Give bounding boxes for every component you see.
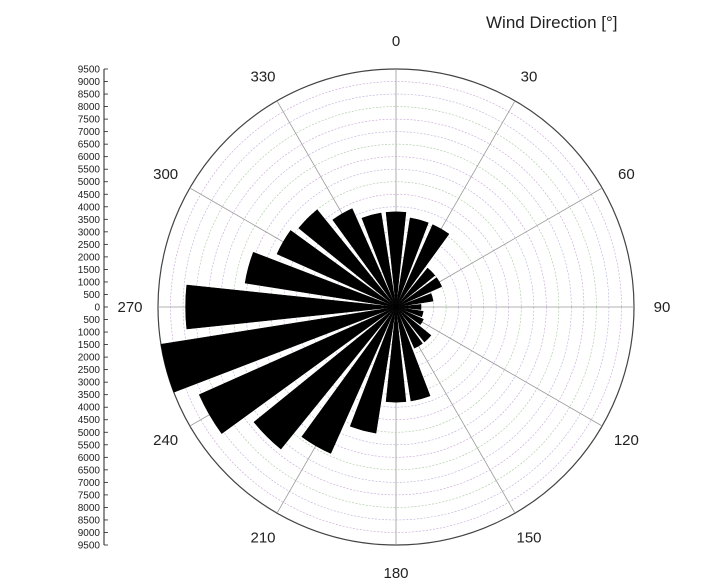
- sector-bar: [395, 224, 450, 308]
- radial-tick-label: 7000: [78, 127, 101, 138]
- sector-bar: [395, 304, 422, 310]
- sector-bars: [160, 208, 450, 454]
- radial-tick-label: 9500: [78, 65, 101, 76]
- angle-tick-label: 60: [618, 166, 635, 183]
- sector-bar: [395, 267, 436, 308]
- sector-bar: [385, 306, 407, 403]
- radial-tick-label: 3000: [78, 227, 101, 238]
- sector-bar: [198, 306, 397, 434]
- angle-tick-label: 180: [383, 565, 408, 582]
- radial-tick-label: 2500: [78, 365, 101, 376]
- radial-tick-label: 9000: [78, 77, 101, 88]
- sector-bar: [185, 284, 397, 330]
- radial-tick-label: 3500: [78, 215, 101, 226]
- radial-tick-label: 9500: [78, 541, 101, 552]
- angle-tick-label: 210: [250, 529, 275, 546]
- radial-tick-label: 500: [83, 290, 100, 301]
- radial-tick-label: 500: [83, 315, 100, 326]
- angle-tick-label: 270: [117, 299, 142, 316]
- radial-tick-label: 3000: [78, 378, 101, 389]
- sector-bar: [395, 306, 431, 402]
- sector-bar: [349, 306, 397, 434]
- radial-tick-label: 4500: [78, 190, 101, 201]
- radial-tick-label: 8000: [78, 503, 101, 514]
- radial-tick-label: 9000: [78, 528, 101, 539]
- angle-tick-label: 30: [521, 69, 538, 86]
- angle-tick-label: 120: [614, 432, 639, 449]
- radial-tick-label: 5000: [78, 428, 101, 439]
- radial-tick-label: 0: [94, 303, 100, 314]
- radial-tick-label: 5000: [78, 177, 101, 188]
- sector-bar: [298, 209, 397, 308]
- sector-bar: [301, 306, 397, 454]
- sector-bar: [395, 306, 424, 318]
- radial-tick-label: 1500: [78, 340, 101, 351]
- angle-tick-label: 90: [654, 299, 671, 316]
- sector-bar: [332, 208, 397, 308]
- sector-bar: [395, 277, 443, 308]
- angle-tick-label: 330: [250, 69, 275, 86]
- radial-tick-label: 8000: [78, 102, 101, 113]
- radial-tick-label: 2500: [78, 240, 101, 251]
- angle-tick-label: 240: [153, 432, 178, 449]
- radial-tick-label: 5500: [78, 440, 101, 451]
- sector-bar: [395, 306, 423, 349]
- radial-tick-label: 4500: [78, 415, 101, 426]
- radial-tick-label: 7000: [78, 478, 101, 489]
- radial-tick-label: 3500: [78, 390, 101, 401]
- angle-tick-label: 150: [516, 529, 541, 546]
- radial-tick-label: 2000: [78, 252, 101, 263]
- radial-tick-label: 7500: [78, 115, 101, 126]
- radial-tick-label: 6000: [78, 453, 101, 464]
- radial-tick-label: 8500: [78, 515, 101, 526]
- radial-tick-label: 1000: [78, 277, 101, 288]
- angular-tick-labels: 0 30 60 90 120 150 180 210 240 270 300 330: [117, 33, 670, 582]
- spoke-line: [395, 306, 603, 427]
- radial-tick-label: 6500: [78, 140, 101, 151]
- angle-tick-label: 300: [153, 166, 178, 183]
- sector-bar: [385, 211, 407, 308]
- sector-bar: [244, 251, 397, 308]
- radial-tick-label: 6500: [78, 465, 101, 476]
- chart-title: Wind Direction [°]: [486, 13, 618, 32]
- radial-tick-label: 1500: [78, 265, 101, 276]
- angle-tick-label: 0: [392, 33, 400, 50]
- sector-bar: [253, 306, 397, 450]
- sector-bar: [361, 212, 397, 308]
- radial-tick-label: 1000: [78, 328, 101, 339]
- radial-axis: 9500900085008000750070006500600055005000…: [78, 65, 108, 552]
- radial-tick-label: 6000: [78, 152, 101, 163]
- sector-bar: [160, 306, 397, 393]
- radial-tick-label: 5500: [78, 165, 101, 176]
- radial-tick-label: 4000: [78, 403, 101, 414]
- sector-bar: [395, 306, 432, 343]
- radial-tick-label: 2000: [78, 353, 101, 364]
- radial-tick-label: 4000: [78, 202, 101, 213]
- sector-bar: [395, 293, 434, 308]
- radial-tick-label: 7500: [78, 490, 101, 501]
- radial-tick-label: 8500: [78, 90, 101, 101]
- sector-bar: [395, 306, 424, 326]
- sector-bar: [395, 217, 429, 308]
- sector-bar: [276, 230, 397, 308]
